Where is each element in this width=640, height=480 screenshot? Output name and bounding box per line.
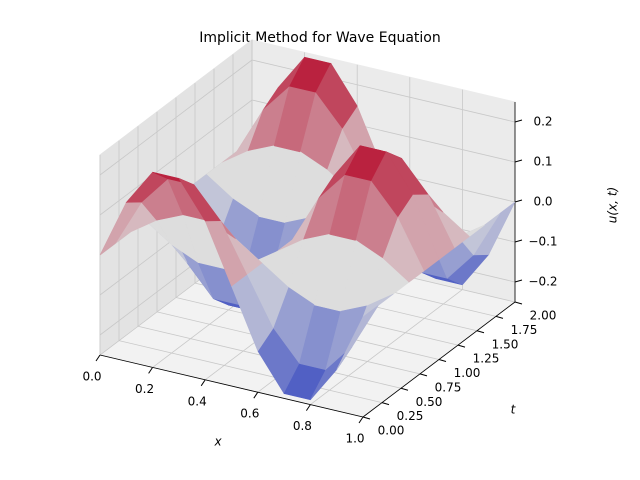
- y-tick: [400, 387, 409, 391]
- y-tick-label: 1.75: [511, 323, 538, 337]
- x-tick-label: 0.2: [135, 382, 154, 396]
- y-tick-label: 1.50: [492, 337, 519, 351]
- x-tick: [200, 379, 206, 387]
- y-tick-label: 1.25: [473, 352, 500, 366]
- z-axis-label: u(x, t): [606, 187, 620, 223]
- x-tick-label: 0.6: [240, 407, 259, 421]
- y-tick: [495, 315, 504, 319]
- y-tick: [514, 301, 523, 305]
- surface-patch: [178, 177, 221, 222]
- z-tick-label: 0.0: [533, 195, 552, 209]
- y-tick-label: 0.25: [397, 409, 424, 423]
- x-tick-label: 0.4: [188, 394, 207, 408]
- y-tick: [438, 359, 447, 362]
- axis-line: [99, 354, 364, 418]
- axis-line: [362, 301, 516, 418]
- x-axis-label: x: [213, 435, 222, 449]
- x-tick: [305, 404, 311, 411]
- grid-line: [118, 340, 383, 404]
- x-tick: [148, 367, 154, 374]
- y-tick: [457, 344, 466, 348]
- x-tick-label: 1.0: [345, 432, 364, 446]
- y-tick: [362, 416, 371, 420]
- z-tick: [514, 279, 523, 283]
- z-tick: [514, 239, 523, 243]
- z-tick: [514, 119, 523, 123]
- grid-line: [99, 99, 253, 216]
- z-tick-label: −0.1: [528, 235, 557, 249]
- z-tick: [514, 199, 523, 203]
- x-tick: [358, 416, 364, 424]
- y-tick: [381, 402, 390, 406]
- z-tick-label: −0.2: [528, 275, 557, 289]
- x-tick-label: 0.0: [82, 370, 101, 384]
- surface-patch: [336, 305, 379, 370]
- y-tick: [476, 330, 485, 334]
- grid-line: [99, 59, 253, 176]
- y-tick-label: 0.75: [435, 380, 462, 394]
- y-axis-label: t: [511, 403, 517, 417]
- y-tick-label: 0.50: [416, 395, 443, 409]
- y-tick-label: 2.00: [530, 309, 557, 323]
- y-tick-label: 0.00: [378, 424, 405, 438]
- y-tick: [419, 373, 428, 377]
- x-tick-label: 0.8: [293, 419, 312, 433]
- y-tick-label: 1.00: [454, 366, 481, 380]
- z-tick-label: 0.2: [533, 115, 552, 129]
- x-tick: [253, 391, 259, 399]
- z-tick-label: 0.1: [533, 155, 552, 169]
- x-tick: [95, 354, 101, 362]
- z-tick: [514, 159, 523, 163]
- chart-title: Implicit Method for Wave Equation: [199, 30, 441, 46]
